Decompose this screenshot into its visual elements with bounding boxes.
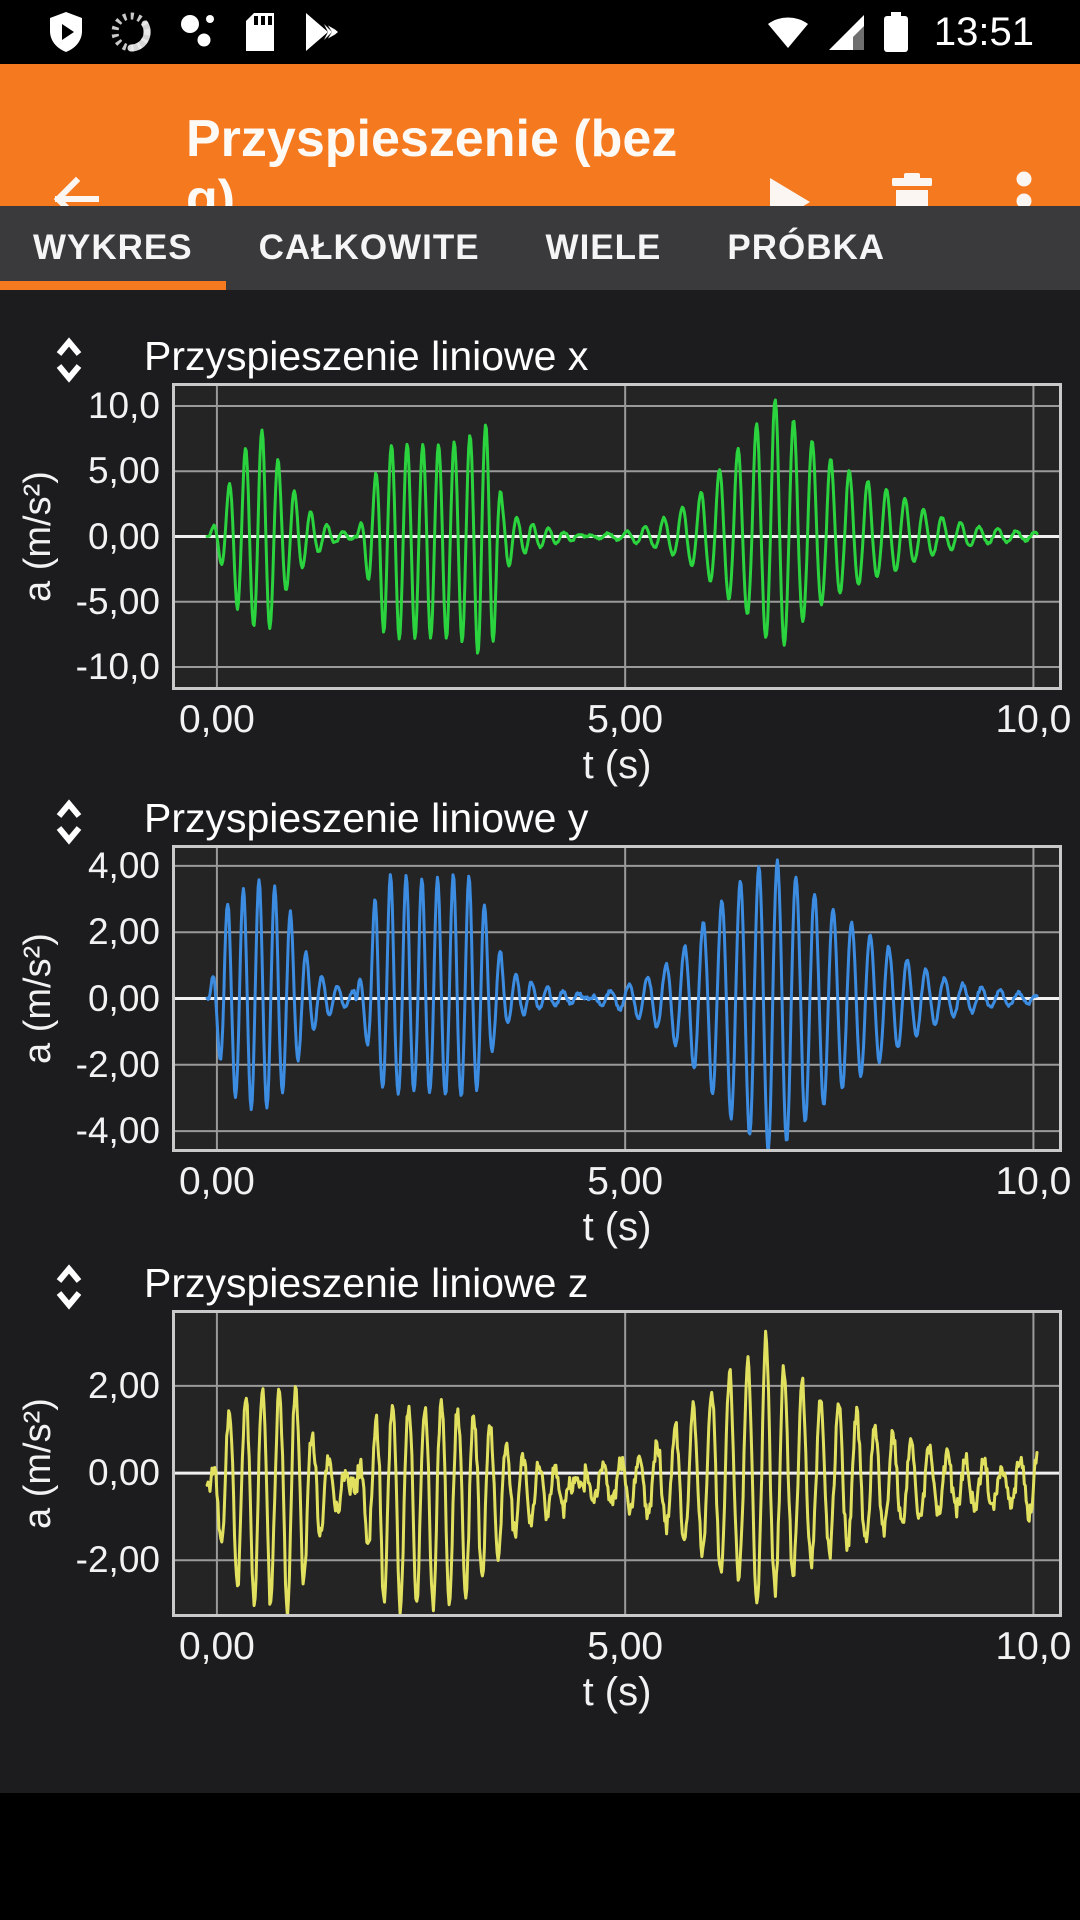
play-store-icon: [306, 13, 338, 51]
y-tick-label: 5,00: [87, 450, 160, 492]
y-tick-label: -4,00: [75, 1110, 160, 1152]
y-tick-label: 0,00: [87, 515, 160, 557]
plot-area[interactable]: [172, 1310, 1062, 1617]
tab-calkowite[interactable]: CAŁKOWITE: [258, 228, 480, 267]
status-bar-notification-icons: [0, 11, 766, 53]
experiment-title: Przyspieszenie (bez g): [186, 109, 678, 228]
x-axis-label: t (s): [582, 1670, 652, 1714]
x-axis-label: t (s): [582, 743, 652, 787]
sync-spinner-icon: [111, 12, 151, 52]
y-tick-label: 2,00: [87, 1364, 160, 1406]
y-tick-label: 0,00: [87, 1452, 160, 1494]
status-bar-clock: 13:51: [933, 9, 1034, 54]
x-tick-label: 5,00: [587, 1625, 664, 1668]
y-tick-label: 10,0: [87, 384, 160, 426]
plot-area[interactable]: [172, 845, 1062, 1152]
x-tick-label: 5,00: [587, 1160, 664, 1203]
sd-card-icon: [246, 13, 274, 51]
y-tick-label: 2,00: [87, 911, 160, 953]
play-protect-icon: [50, 12, 82, 52]
status-bar-system-icons: 13:51: [766, 10, 1080, 55]
chart-title: Przyspieszenie liniowe y: [144, 795, 589, 841]
y-tick-label: -5,00: [75, 580, 160, 622]
x-tick-label: 0,00: [178, 1625, 255, 1668]
status-bar: 13:51: [0, 0, 1080, 64]
tab-wiele[interactable]: WIELE: [545, 228, 662, 267]
chart-linear-acceleration-y: Przyspieszenie liniowe y a (m/s²) t (s) …: [0, 795, 1080, 1315]
y-tick-label: 0,00: [87, 977, 160, 1019]
unfold-more-icon[interactable]: [50, 1262, 88, 1312]
unfold-more-icon[interactable]: [50, 797, 88, 847]
wifi-icon: [767, 17, 808, 48]
tab-wykres[interactable]: WYKRES: [0, 206, 226, 290]
y-tick-label: -10,0: [75, 646, 160, 688]
tab-bar: WYKRES CAŁKOWITE WIELE PRÓBKA: [0, 206, 1080, 290]
x-axis-label: t (s): [582, 1205, 652, 1249]
assistant-dots-icon: [181, 15, 214, 47]
x-tick-label: 10,0: [995, 1625, 1072, 1668]
x-tick-label: 10,0: [995, 698, 1072, 741]
plot-area[interactable]: [172, 383, 1062, 690]
y-tick-label: -2,00: [75, 1539, 160, 1581]
chart-linear-acceleration-z: Przyspieszenie liniowe z a (m/s²) t (s) …: [0, 1260, 1080, 1780]
y-tick-label: -2,00: [75, 1043, 160, 1085]
x-tick-label: 0,00: [178, 698, 255, 741]
x-tick-label: 10,0: [995, 1160, 1072, 1203]
battery-icon: [883, 12, 908, 52]
x-tick-label: 5,00: [587, 698, 664, 741]
y-tick-label: 4,00: [87, 844, 160, 886]
app-bar: Przyspieszenie (bez g): [0, 64, 1080, 231]
x-tick-label: 0,00: [178, 1160, 255, 1203]
unfold-more-icon[interactable]: [50, 335, 88, 385]
chart-linear-acceleration-x: Przyspieszenie liniowe x a (m/s²) t (s) …: [0, 333, 1080, 853]
navigation-bar: [0, 1793, 1080, 1920]
tab-probka[interactable]: PRÓBKA: [727, 228, 886, 267]
cell-signal-icon: [828, 15, 864, 50]
chart-title: Przyspieszenie liniowe z: [144, 1260, 589, 1306]
chart-title: Przyspieszenie liniowe x: [144, 333, 589, 379]
